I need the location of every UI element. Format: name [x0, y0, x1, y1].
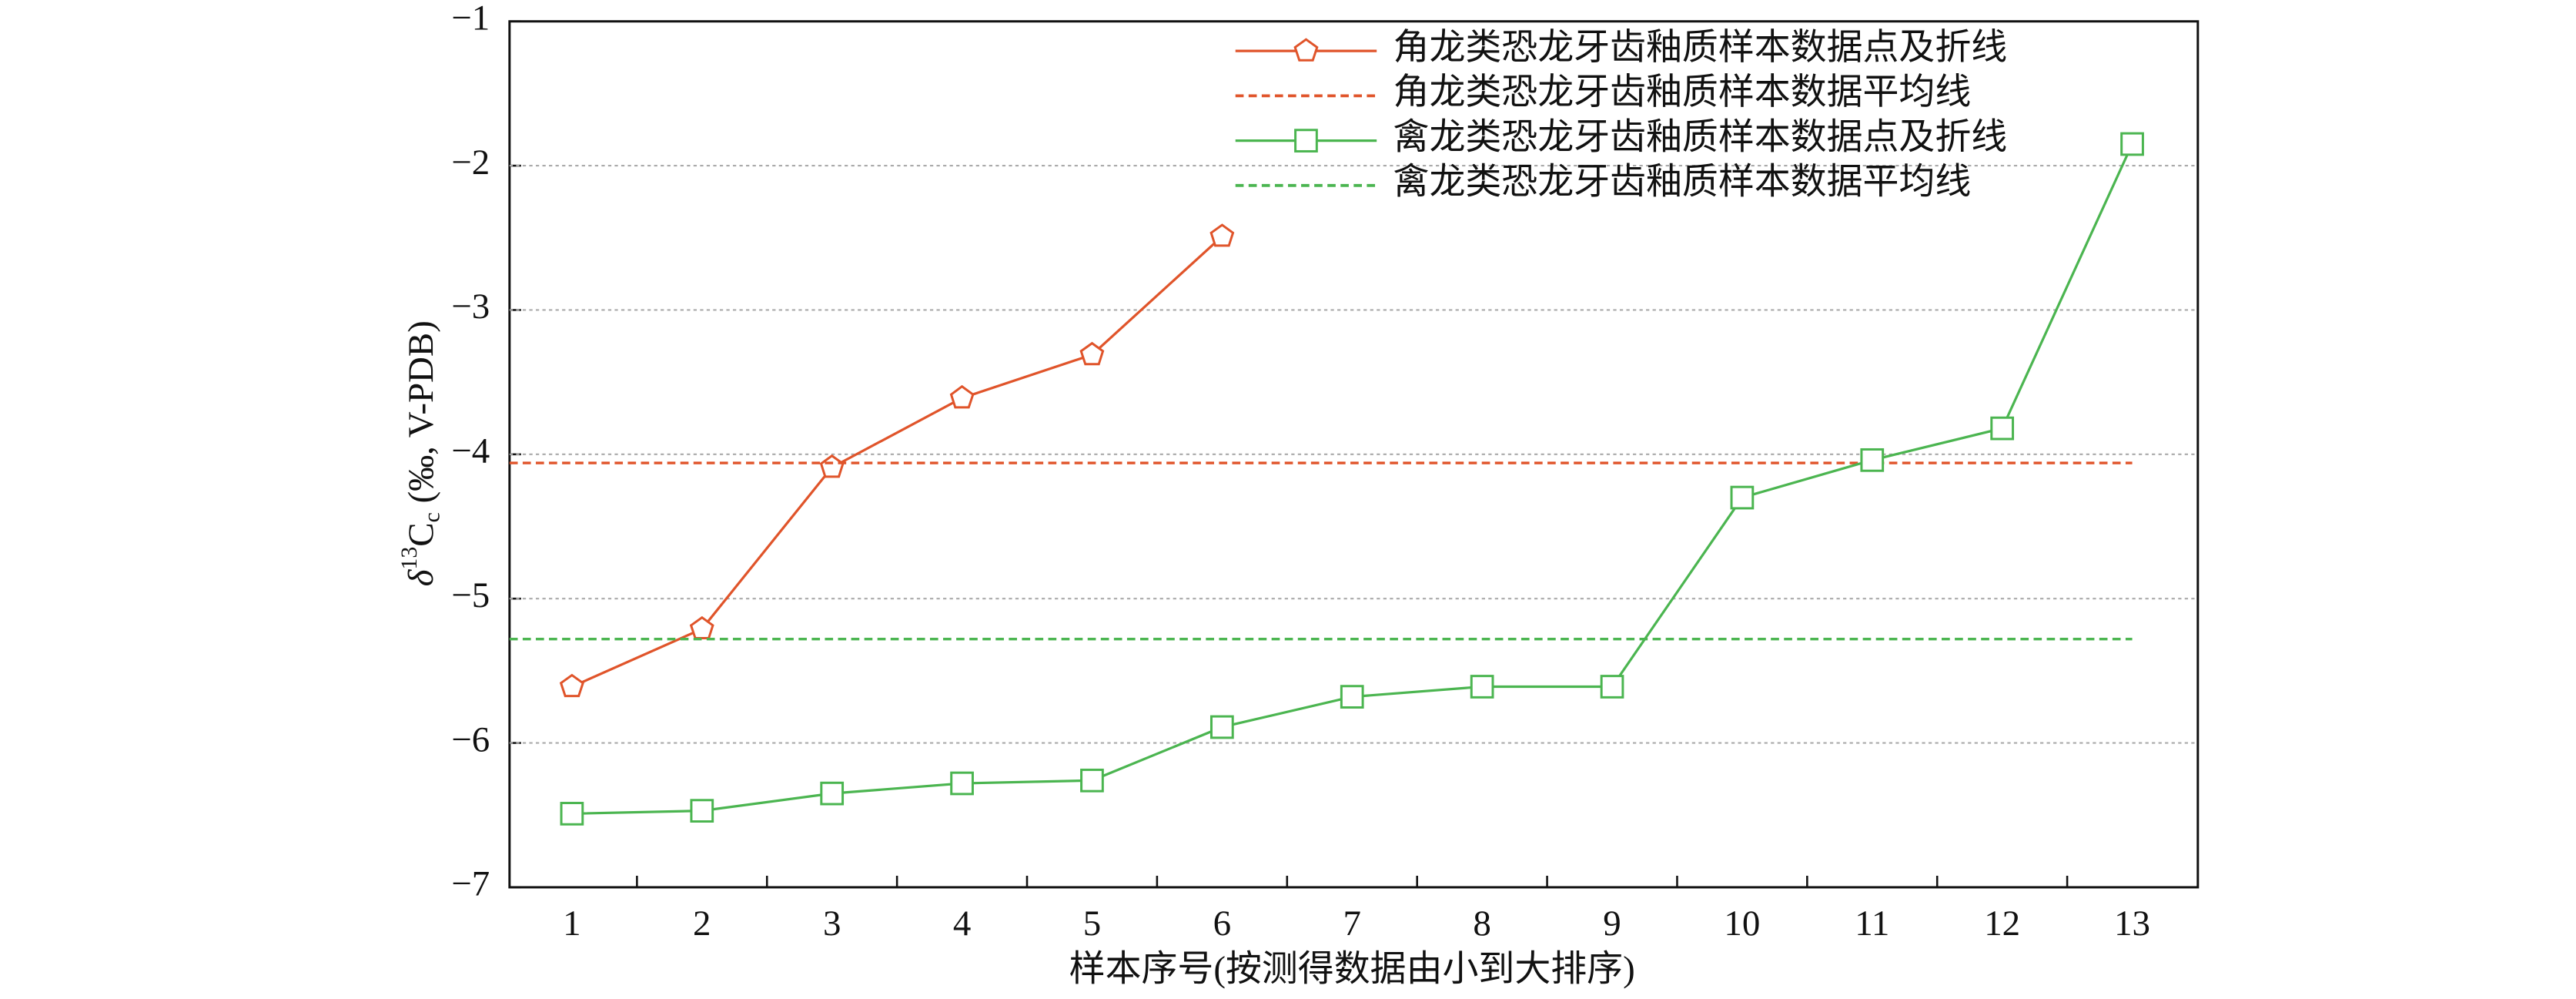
x-tick-label: 10	[1724, 903, 1760, 944]
x-tick-label: 6	[1213, 903, 1231, 944]
x-tick-label: 1	[563, 903, 580, 944]
y-tick-label: −3	[451, 287, 490, 327]
marker-square	[950, 771, 974, 796]
x-tick-label: 11	[1855, 903, 1889, 944]
y-label-rest: (‰, V-PDB)	[401, 320, 441, 512]
y-tick-label: −7	[451, 864, 490, 904]
x-tick-label: 7	[1343, 903, 1361, 944]
y-label-sup: 13	[396, 547, 422, 570]
marker-square	[1860, 448, 1885, 472]
marker-pentagon	[1209, 223, 1235, 247]
marker-pentagon	[819, 454, 845, 478]
legend-label: 角龙类恐龙牙齿釉质样本数据点及折线	[1393, 28, 2008, 68]
marker-square	[1730, 485, 1755, 510]
x-tick-label: 3	[823, 903, 841, 944]
marker-square	[2120, 132, 2144, 156]
marker-square	[1294, 129, 1318, 153]
x-axis-label: 样本序号(按测得数据由小到大排序)	[1069, 950, 1635, 990]
y-tick-label: −6	[451, 719, 490, 759]
marker-pentagon	[1079, 341, 1105, 366]
series-line	[571, 235, 1223, 688]
y-tick-label: −2	[451, 142, 490, 183]
marker-pentagon	[689, 615, 714, 640]
y-tick-label: −5	[451, 575, 490, 615]
x-tick-label: 8	[1473, 903, 1490, 944]
series-line	[571, 143, 2134, 815]
marker-square	[690, 799, 714, 823]
legend-label: 角龙类恐龙牙齿釉质样本数据平均线	[1393, 72, 1972, 112]
x-tick-label: 4	[953, 903, 971, 944]
legend-label: 禽龙类恐龙牙齿釉质样本数据点及折线	[1393, 117, 2008, 157]
marker-square	[1990, 416, 2015, 441]
y-label-sub: c	[420, 512, 445, 522]
marker-square	[1080, 768, 1104, 793]
marker-pentagon	[949, 384, 975, 409]
x-tick-label: 5	[1083, 903, 1101, 944]
marker-pentagon	[559, 673, 584, 698]
marker-square	[1470, 675, 1494, 699]
marker-square	[560, 802, 584, 826]
y-tick-label: −4	[451, 431, 490, 471]
x-tick-label: 13	[2114, 903, 2150, 944]
y-tick-label: −1	[451, 0, 490, 38]
marker-square	[1600, 675, 1624, 699]
marker-square	[1209, 715, 1234, 739]
y-label-delta: δ	[401, 568, 441, 586]
legend-label: 禽龙类恐龙牙齿釉质样本数据平均线	[1393, 163, 1972, 203]
y-axis-label: δ13Cc (‰, V-PDB)	[396, 320, 445, 586]
x-tick-label: 2	[693, 903, 711, 944]
marker-square	[820, 781, 845, 806]
marker-square	[1340, 685, 1364, 709]
y-label-base: C	[401, 522, 441, 546]
marker-pentagon	[1293, 38, 1319, 62]
x-tick-label: 9	[1603, 903, 1621, 944]
x-tick-label: 12	[1984, 903, 2020, 944]
